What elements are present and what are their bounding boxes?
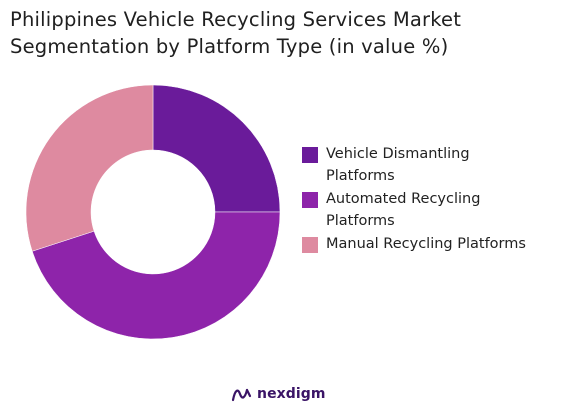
chart-title: Philippines Vehicle Recycling Services M… <box>10 6 570 60</box>
legend-swatch <box>302 147 318 163</box>
legend-label-line-1: Automated Recycling <box>326 191 481 207</box>
legend-item-automated-recycling: Automated Recycling Platforms <box>302 189 582 232</box>
legend-swatch <box>302 237 318 253</box>
legend: Vehicle Dismantling Platforms Automated … <box>302 144 582 258</box>
legend-label-line-2: Platforms <box>326 167 395 184</box>
donut-slice-vehicle-dismantling-platforms <box>152 84 281 213</box>
legend-label-line-1: Vehicle Dismantling <box>326 146 470 162</box>
donut-slice-manual-recycling-platforms <box>25 84 154 252</box>
chart-title-line-1: Philippines Vehicle Recycling Services M… <box>10 8 462 31</box>
legend-label-line-1: Manual Recycling Platforms <box>326 236 526 252</box>
logo-text: nexdigm <box>257 386 326 402</box>
legend-label-line-2: Platforms <box>326 212 395 229</box>
chart-title-line-2: Segmentation by Platform Type (in value … <box>10 35 449 58</box>
legend-item-manual-recycling: Manual Recycling Platforms <box>302 234 582 256</box>
legend-swatch <box>302 192 318 208</box>
legend-item-vehicle-dismantling: Vehicle Dismantling Platforms <box>302 144 582 187</box>
nexdigm-logo: nexdigm <box>231 384 326 404</box>
nexdigm-logo-icon <box>231 388 252 402</box>
donut-slice-automated-recycling-platforms <box>31 211 281 340</box>
